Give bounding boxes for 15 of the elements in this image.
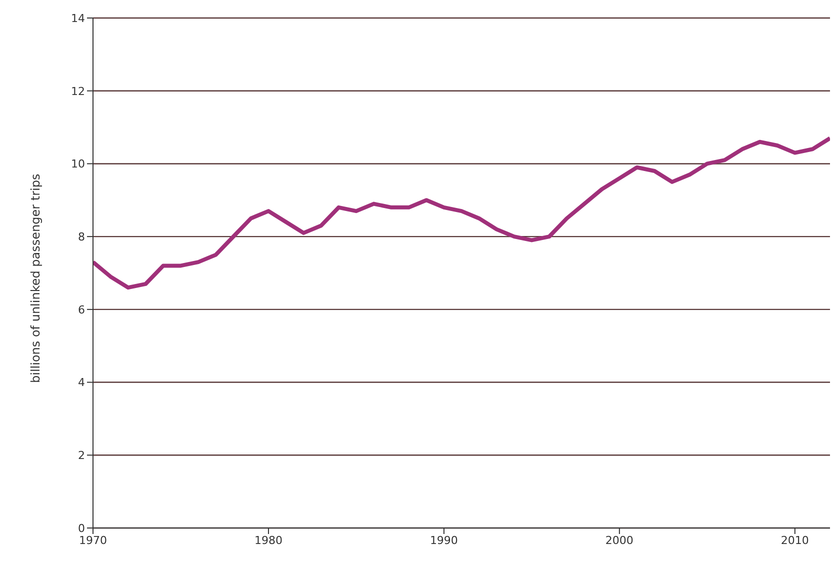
y-tick-label: 0 — [78, 522, 85, 535]
y-tick-label: 14 — [71, 12, 85, 25]
x-tick-label: 1970 — [79, 534, 107, 547]
y-axis-title: billions of unlinked passenger trips — [28, 174, 42, 383]
y-tick-label: 10 — [71, 158, 85, 171]
x-tick-label: 1990 — [430, 534, 458, 547]
x-tick-label: 2000 — [605, 534, 634, 547]
y-tick-label: 12 — [71, 84, 85, 98]
y-tick-label: 2 — [78, 449, 85, 462]
line-series — [93, 136, 830, 290]
y-tick-label: 8 — [78, 230, 85, 244]
x-tick-label: 2010 — [780, 534, 809, 547]
y-tick-label: 4 — [78, 376, 85, 390]
y-tick-label: 6 — [78, 303, 85, 316]
x-tick-label: 1980 — [254, 534, 282, 547]
